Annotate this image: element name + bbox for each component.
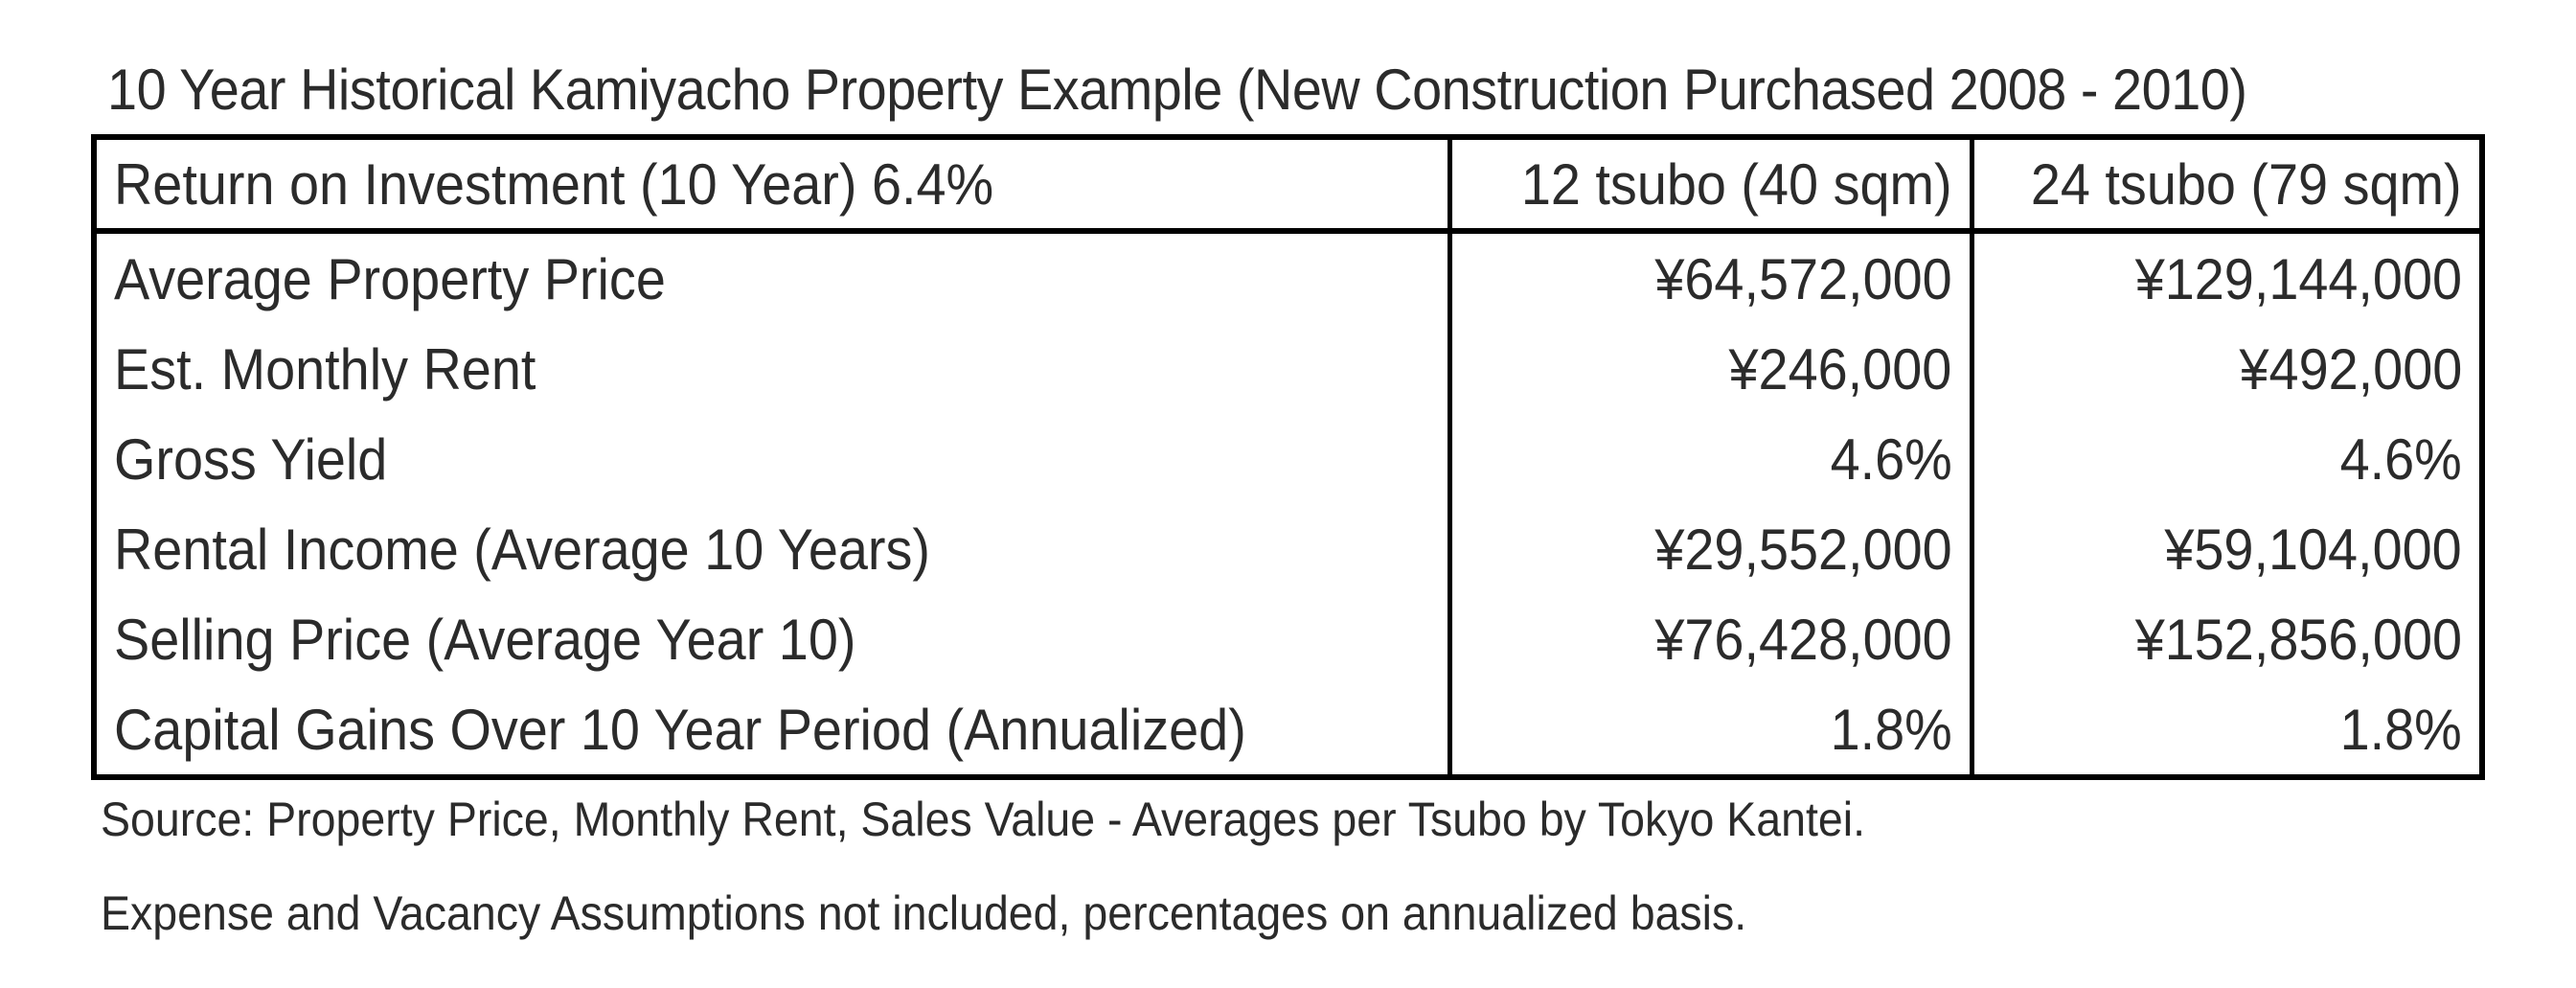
row-label: Average Property Price	[114, 246, 666, 311]
table-header-row: Return on Investment (10 Year) 6.4% 12 t…	[94, 137, 2482, 234]
row-value-24-tsubo: ¥59,104,000	[1969, 504, 2482, 594]
table-row: Gross Yield 4.6% 4.6%	[94, 414, 2482, 504]
table-row: Selling Price (Average Year 10) ¥76,428,…	[94, 594, 2482, 684]
assumptions-note: Expense and Vacancy Assumptions not incl…	[101, 886, 1747, 940]
table-row: Average Property Price ¥64,572,000 ¥129,…	[94, 231, 2482, 324]
row-label: Est. Monthly Rent	[114, 336, 536, 402]
document-title: 10 Year Historical Kamiyacho Property Ex…	[107, 57, 2247, 122]
row-value-12-tsubo: ¥246,000	[1447, 324, 1972, 414]
row-value-24-tsubo: ¥129,144,000	[1969, 231, 2482, 324]
table-row: Rental Income (Average 10 Years) ¥29,552…	[94, 504, 2482, 594]
row-value-12-tsubo: 1.8%	[1447, 684, 1972, 777]
row-label: Gross Yield	[114, 426, 388, 492]
table-row: Est. Monthly Rent ¥246,000 ¥492,000	[94, 324, 2482, 414]
investment-table: Return on Investment (10 Year) 6.4% 12 t…	[91, 134, 2485, 780]
header-24-tsubo: 24 tsubo (79 sqm)	[1969, 137, 2482, 234]
row-label: Capital Gains Over 10 Year Period (Annua…	[114, 697, 1246, 762]
row-value-12-tsubo: 4.6%	[1447, 414, 1972, 504]
row-value-24-tsubo: 1.8%	[1969, 684, 2482, 777]
row-value-24-tsubo: ¥152,856,000	[1969, 594, 2482, 684]
source-note: Source: Property Price, Monthly Rent, Sa…	[101, 793, 1866, 846]
row-value-24-tsubo: 4.6%	[1969, 414, 2482, 504]
header-12-tsubo: 12 tsubo (40 sqm)	[1447, 137, 1972, 234]
row-label: Selling Price (Average Year 10)	[114, 607, 856, 672]
header-roi-label: Return on Investment (10 Year) 6.4%	[94, 137, 1449, 234]
table-row: Capital Gains Over 10 Year Period (Annua…	[94, 684, 2482, 777]
row-value-12-tsubo: ¥76,428,000	[1447, 594, 1972, 684]
row-value-24-tsubo: ¥492,000	[1969, 324, 2482, 414]
row-value-12-tsubo: ¥29,552,000	[1447, 504, 1972, 594]
row-label: Rental Income (Average 10 Years)	[114, 517, 930, 582]
row-value-12-tsubo: ¥64,572,000	[1447, 231, 1972, 324]
